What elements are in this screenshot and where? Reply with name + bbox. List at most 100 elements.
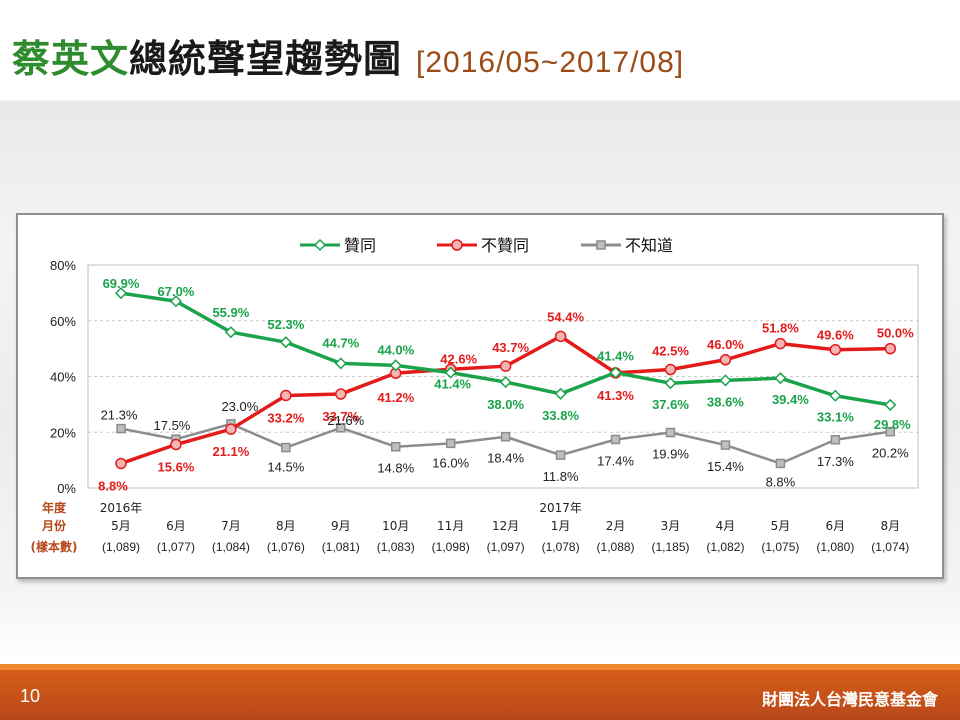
x-month-label: 2月 (606, 519, 626, 533)
title-bar (0, 0, 960, 100)
x-month-label: 8月 (276, 519, 296, 533)
x-sample-label: (1,089) (102, 540, 140, 554)
data-point-approve (279, 336, 292, 349)
data-point-disapprove (280, 389, 292, 402)
data-point-approve (114, 287, 128, 300)
x-year-label: 2016年 (100, 501, 143, 515)
legend-label-disapprove: 不贊同 (481, 236, 529, 255)
data-label-approve: 52.3% (267, 317, 304, 332)
data-point-approve (664, 377, 677, 390)
y-tick-label: 0% (57, 481, 76, 496)
data-label-disapprove: 50.0% (877, 326, 914, 341)
data-label-disapprove: 33.2% (267, 410, 304, 425)
data-label-approve: 33.8% (542, 408, 579, 423)
x-month-label: 12月 (492, 519, 519, 533)
row-header-label: 月份 (41, 518, 67, 533)
row-header-label: 年度 (42, 500, 67, 515)
data-label-unknown: 14.8% (377, 461, 414, 476)
data-point-unknown (610, 434, 621, 445)
legend-label-approve: 贊同 (344, 236, 376, 255)
x-sample-label: (1,098) (432, 540, 470, 554)
data-point-approve (609, 366, 622, 379)
x-month-label: 9月 (331, 519, 351, 533)
data-point-disapprove (115, 457, 127, 470)
x-sample-label: (1,077) (157, 540, 195, 554)
data-label-disapprove: 49.6% (817, 328, 854, 343)
data-label-approve: 41.4% (434, 377, 471, 392)
x-sample-label: (1,082) (706, 540, 744, 554)
data-point-approve (719, 374, 732, 387)
x-sample-label: (1,074) (871, 540, 909, 554)
data-point-approve (444, 366, 457, 379)
data-label-approve: 39.4% (772, 392, 809, 407)
data-label-approve: 69.9% (103, 276, 140, 291)
organization-name: 財團法人台灣民意基金會 (761, 690, 938, 709)
data-point-approve (554, 387, 567, 400)
data-point-disapprove (335, 388, 347, 400)
chart-panel: 0% 20% 40% 60% 80% 贊同 不贊同 不知道 69.9% 67.0% 55.9% 52.… (16, 213, 944, 579)
data-label-unknown: 8.8% (766, 474, 796, 489)
trend-chart: 0% 20% 40% 60% 80% 贊同 不贊同 不知道 69.9% 67.0% 55.9% 52.… (31, 236, 919, 554)
data-point-approve (389, 359, 402, 372)
data-point-disapprove (664, 363, 677, 376)
data-label-disapprove: 42.5% (652, 344, 689, 359)
data-point-unknown (885, 426, 896, 437)
x-sample-label: (1,080) (816, 540, 854, 554)
x-month-label: 11月 (437, 519, 464, 533)
data-point-disapprove (499, 360, 512, 372)
data-point-approve (169, 295, 183, 308)
page-number: 10 (20, 686, 41, 706)
data-label-unknown: 18.4% (487, 451, 524, 466)
data-label-approve: 44.7% (322, 335, 359, 350)
data-point-disapprove (554, 330, 567, 343)
x-month-label: 6月 (166, 519, 186, 533)
data-label-unknown: 20.2% (872, 446, 909, 461)
x-sample-label: (1,078) (542, 540, 580, 554)
data-point-unknown (720, 440, 731, 450)
data-point-unknown (116, 423, 126, 434)
title-text: 總統聲望趨勢圖 (129, 37, 403, 81)
data-point-approve (774, 372, 787, 385)
data-point-unknown (500, 431, 511, 442)
y-tick-label: 40% (50, 370, 76, 385)
data-label-disapprove: 46.0% (707, 337, 744, 352)
data-label-unknown: 16.0% (432, 455, 469, 470)
legend-marker-unknown (596, 240, 606, 250)
data-label-approve: 38.0% (487, 397, 524, 412)
data-label-approve: 38.6% (707, 394, 744, 409)
x-sample-label: (1,097) (487, 540, 525, 554)
x-month-label: 5月 (771, 519, 791, 533)
data-label-approve: 33.1% (817, 410, 854, 425)
data-label-disapprove: 21.1% (212, 444, 249, 459)
data-label-disapprove: 54.4% (547, 309, 584, 324)
row-header-label: (樣本數) (31, 539, 78, 554)
x-sample-label: (1,084) (212, 540, 250, 554)
x-month-label: 6月 (826, 519, 846, 533)
data-point-approve (829, 389, 842, 402)
legend-marker-disapprove (451, 239, 463, 251)
data-point-unknown (445, 438, 456, 449)
data-label-unknown: 14.5% (267, 460, 304, 475)
data-label-disapprove: 51.8% (762, 321, 799, 336)
data-label-disapprove: 41.3% (597, 388, 634, 403)
y-tick-label: 20% (50, 425, 76, 440)
data-point-disapprove (774, 337, 787, 350)
x-sample-label: (1,076) (267, 540, 305, 554)
data-label-disapprove: 42.6% (440, 351, 477, 366)
data-point-disapprove (719, 354, 732, 366)
x-sample-label: (1,075) (761, 540, 799, 554)
data-label-approve: 44.0% (377, 342, 414, 357)
data-label-unknown: 17.3% (817, 454, 854, 469)
legend-marker-approve (313, 238, 327, 252)
data-point-unknown (336, 423, 346, 433)
x-month-label: 8月 (880, 519, 900, 533)
y-tick-label: 80% (50, 258, 76, 273)
data-point-unknown (775, 458, 786, 469)
data-label-unknown: 17.5% (154, 418, 191, 433)
data-point-unknown (281, 442, 291, 453)
data-label-unknown: 21.6% (327, 413, 364, 428)
data-label-unknown: 11.8% (543, 469, 579, 484)
data-label-approve: 55.9% (212, 305, 249, 320)
data-point-disapprove (884, 342, 897, 355)
data-label-unknown: 23.0% (221, 399, 258, 414)
